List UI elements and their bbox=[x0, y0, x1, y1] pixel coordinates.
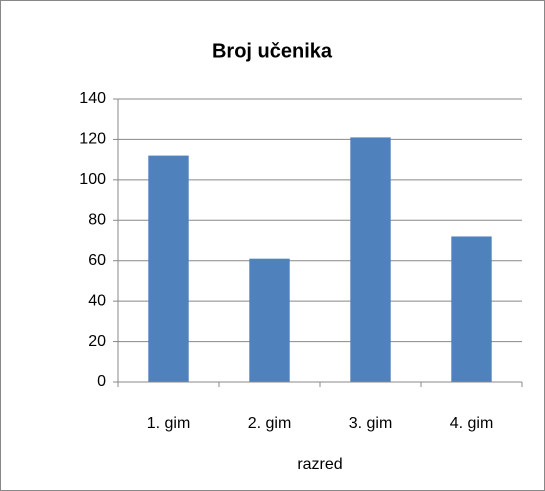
x-tick-label: 4. gim bbox=[450, 415, 494, 432]
y-tick-label: 60 bbox=[88, 252, 106, 269]
y-tick-label: 80 bbox=[88, 212, 106, 229]
x-tick-label: 1. gim bbox=[147, 415, 191, 432]
y-tick-label: 120 bbox=[79, 131, 106, 148]
y-tick-label: 100 bbox=[79, 171, 106, 188]
x-axis-label: razred bbox=[297, 456, 342, 473]
x-tick-label: 3. gim bbox=[349, 415, 393, 432]
y-tick-label: 20 bbox=[88, 333, 106, 350]
bar bbox=[249, 258, 290, 382]
bar bbox=[148, 155, 189, 382]
y-tick-label: 0 bbox=[97, 373, 106, 390]
y-tick-label: 140 bbox=[79, 90, 106, 107]
bar bbox=[451, 236, 492, 382]
x-tick-label: 2. gim bbox=[248, 415, 292, 432]
y-tick-label: 40 bbox=[88, 292, 106, 309]
chart-title: Broj učenika bbox=[212, 40, 333, 62]
bar bbox=[350, 137, 391, 382]
